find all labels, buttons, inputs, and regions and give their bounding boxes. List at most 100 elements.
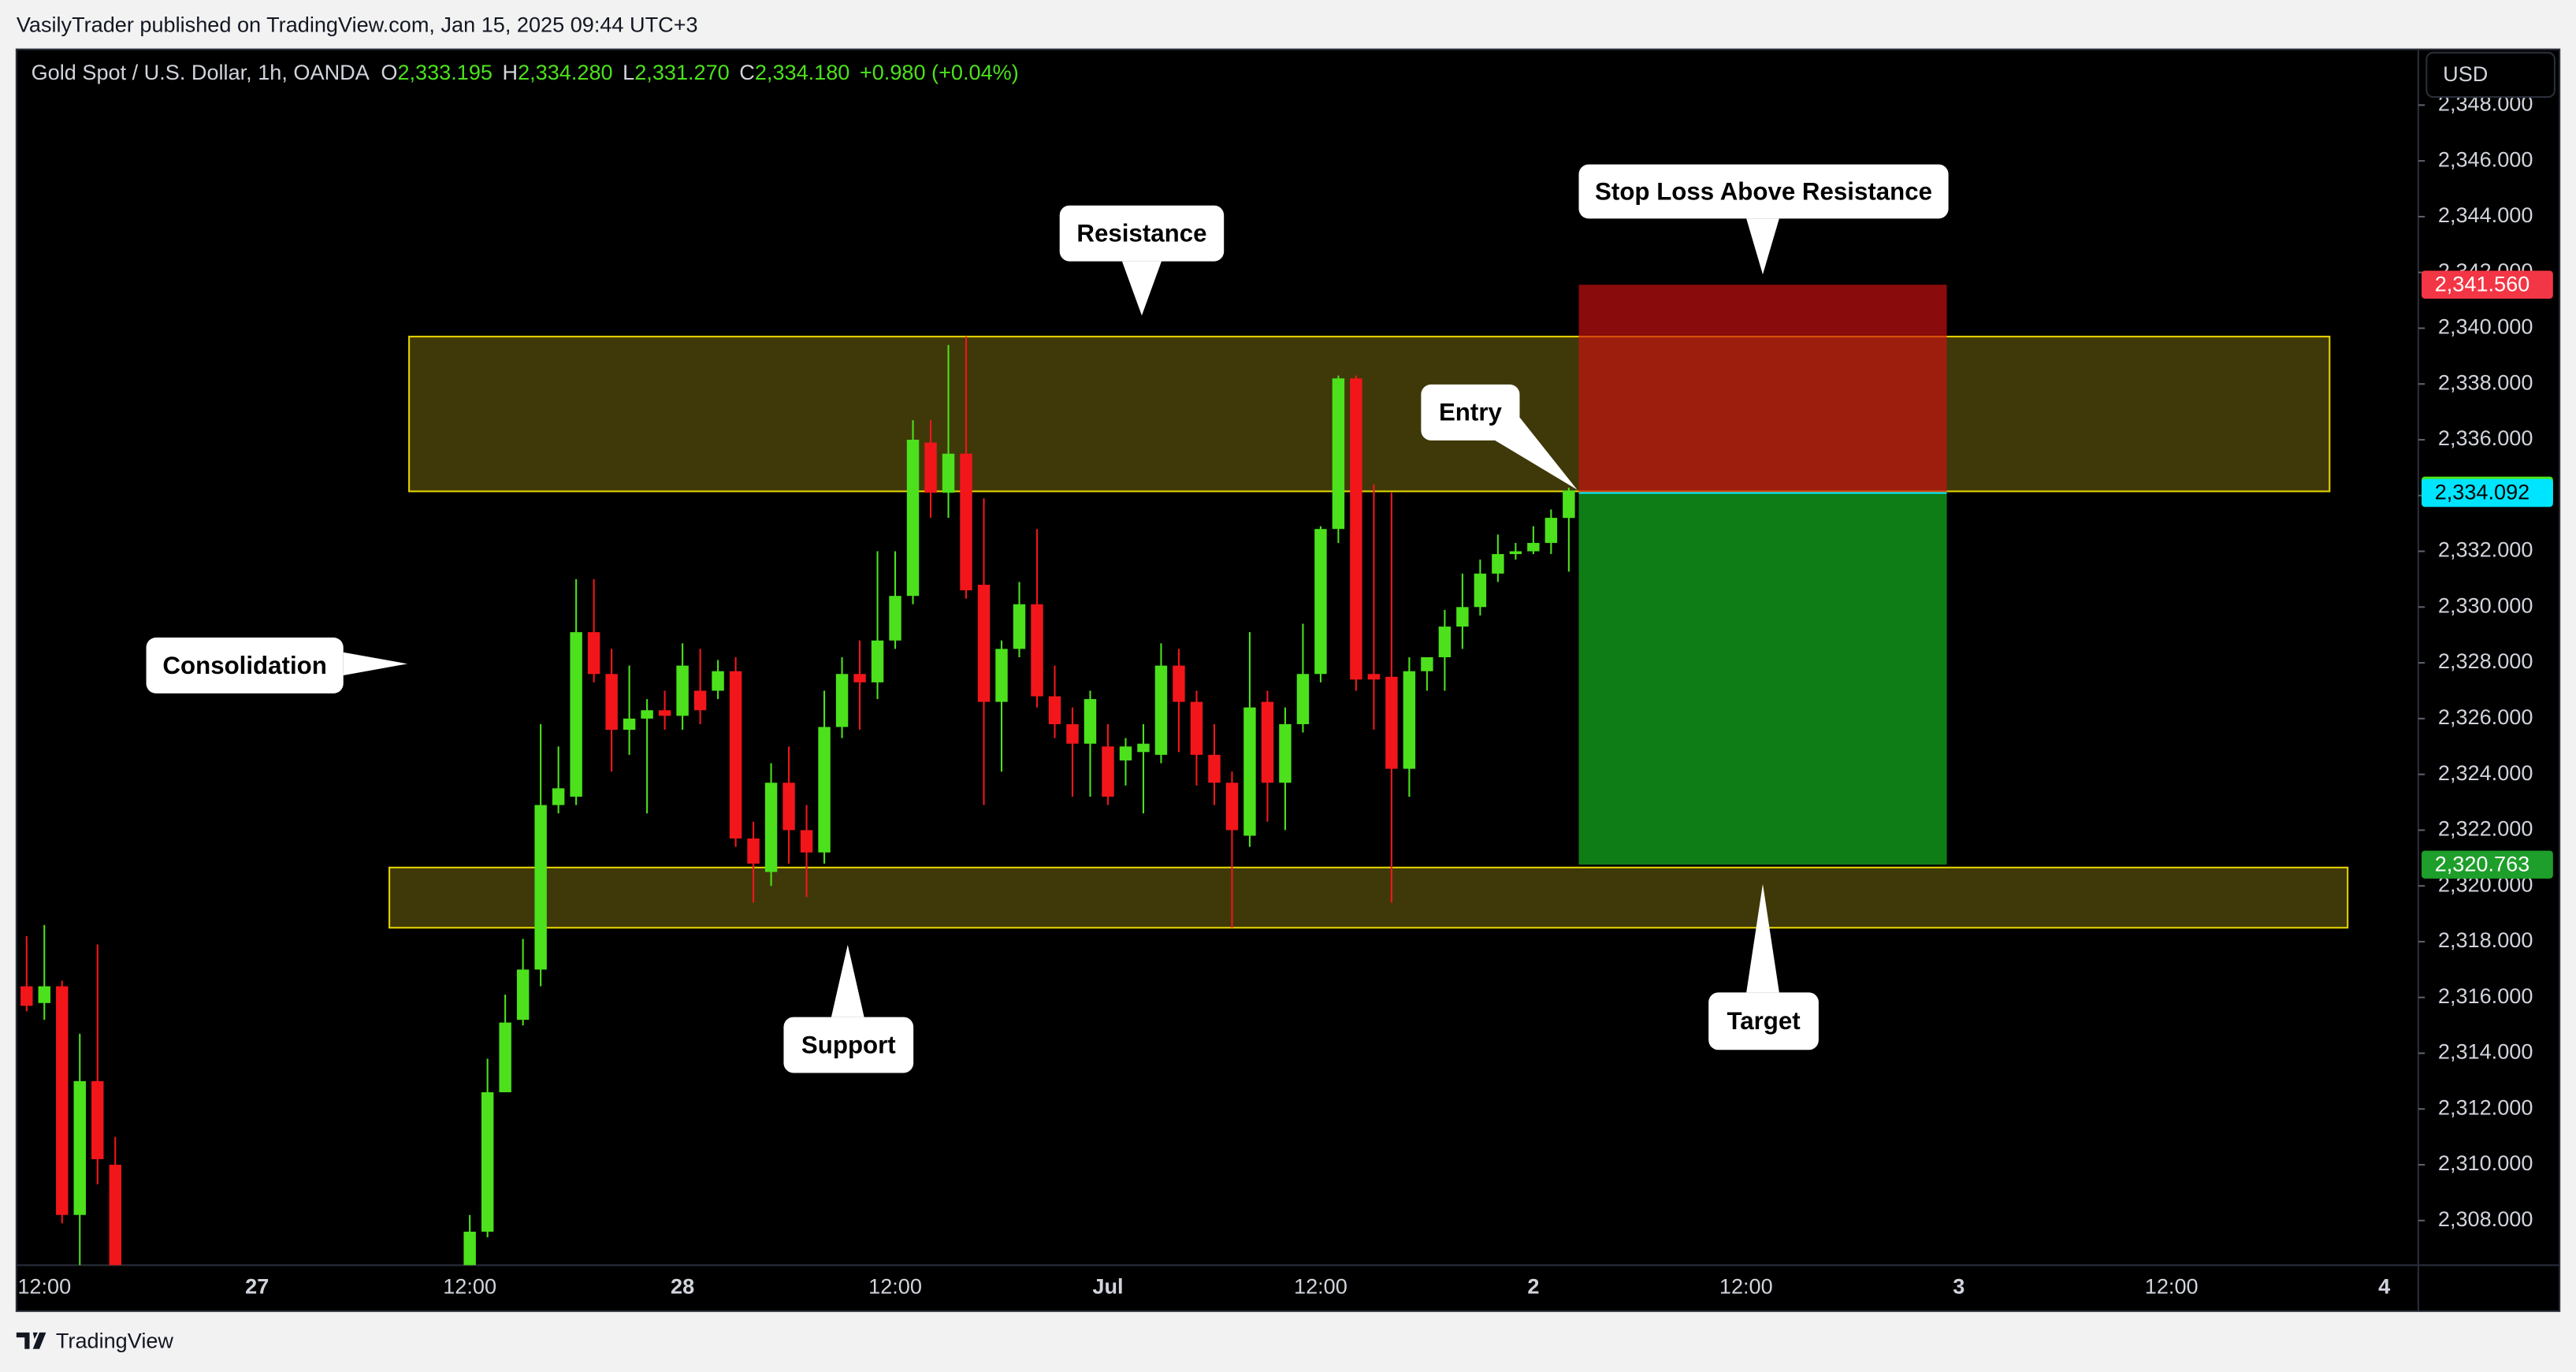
candle-body (1208, 754, 1221, 783)
symbol: Gold Spot / U.S. Dollar, 1h, OANDA (32, 60, 370, 84)
candle-body (1048, 696, 1061, 724)
callout-box (1708, 992, 1819, 1050)
candle-body (1403, 671, 1416, 769)
chart-panel (15, 48, 2561, 1312)
y-tick-label: 2,312.000 (2438, 1095, 2533, 1119)
y-tick-label: 2,336.000 (2438, 426, 2533, 450)
candle-body (1492, 554, 1504, 574)
price-label-box (2422, 478, 2553, 508)
brand: TradingView (16, 1329, 174, 1353)
candle-body (1013, 604, 1026, 649)
candle-body (995, 649, 1008, 702)
ohlc-key: L (623, 60, 634, 84)
price-label: 2,334.092 (2435, 480, 2530, 504)
candle-body (91, 1080, 104, 1159)
currency-label[interactable]: USD (2443, 61, 2488, 86)
y-tick-label: 2,310.000 (2438, 1151, 2533, 1175)
candle-body (499, 1022, 511, 1093)
candle-body (960, 453, 972, 591)
price-label: 2,341.560 (2435, 271, 2530, 296)
candle-body (1154, 665, 1168, 755)
target-region (1578, 493, 1947, 865)
y-tick-label: 2,308.000 (2438, 1207, 2533, 1231)
x-tick-label: 27 (245, 1274, 269, 1299)
candle-body (1350, 378, 1362, 680)
y-tick-label: 2,332.000 (2438, 537, 2533, 562)
callout-box (1578, 164, 1949, 219)
candle-body (534, 805, 547, 970)
candle-body (1261, 701, 1274, 783)
candle-body (463, 1231, 476, 1266)
candle-body (641, 710, 653, 719)
callout-box (783, 1017, 914, 1073)
candle-body (1031, 604, 1043, 697)
candle-body (853, 674, 866, 682)
candle-body (1332, 378, 1345, 530)
callout-pointer (1746, 218, 1779, 275)
ohlc-key: C (739, 60, 755, 84)
callout-label: Support (801, 1031, 896, 1058)
candle-body (605, 674, 618, 731)
candle-body (1563, 490, 1575, 519)
candle-body (1314, 529, 1327, 675)
candle-body (658, 710, 671, 716)
brand-logo (16, 1332, 46, 1349)
candle-body (56, 986, 69, 1215)
zone (388, 866, 2349, 929)
candle-body (889, 596, 901, 641)
candle-body (1296, 674, 1310, 724)
x-tick-label: 12:00 (1294, 1274, 1347, 1299)
y-tick-label: 2,338.000 (2438, 370, 2533, 394)
candle-body (906, 440, 920, 597)
ohlc-value: 2,334.280 (518, 60, 613, 84)
currency-button[interactable]: USD (2425, 51, 2556, 99)
price-label-box (2422, 850, 2553, 879)
callout-box (1421, 384, 1520, 441)
candle-body (516, 969, 530, 1021)
candle-body (782, 783, 795, 831)
candle-body (747, 838, 760, 864)
candle-body (1279, 723, 1292, 783)
x-tick-label: 12:00 (443, 1274, 496, 1299)
ohlc-key: H (503, 60, 519, 84)
callout-pointer (343, 652, 408, 675)
candle-body (587, 632, 600, 675)
x-tick-label: 12:00 (868, 1274, 922, 1299)
candle-body (1421, 657, 1433, 671)
currency-button-box[interactable] (2425, 51, 2556, 99)
callout-label: Stop Loss Above Resistance (1595, 177, 1932, 205)
candle-body (764, 783, 778, 872)
price-label: 2,320.763 (2435, 851, 2530, 876)
candle-body (570, 632, 582, 797)
ohlc-value: 2,334.180 (755, 60, 850, 84)
candle-body (1367, 674, 1381, 680)
candle-body (481, 1092, 494, 1232)
candle-body (977, 585, 991, 702)
candle-body (38, 986, 50, 1003)
callout-label: Consolidation (162, 652, 326, 679)
candle-body (552, 788, 565, 805)
candle-body (1456, 607, 1469, 627)
candle-body (871, 640, 884, 682)
candle-body (1544, 518, 1558, 543)
x-tick-label: 28 (671, 1274, 694, 1299)
callout-label: Resistance (1076, 219, 1206, 247)
candle-body (1474, 573, 1487, 608)
ohlc-value: 2,331.270 (634, 60, 730, 84)
candle-body (712, 671, 724, 691)
candle-body (1509, 551, 1522, 555)
candle-body (1137, 743, 1150, 753)
candle-body (623, 718, 636, 731)
x-tick-label: 12:00 (1719, 1274, 1773, 1299)
change: +0.980 (+0.04%) (860, 60, 1019, 84)
zone (408, 336, 2331, 493)
stop-region (1578, 284, 1947, 493)
brand-name: TradingView (56, 1329, 174, 1353)
y-tick-label: 2,330.000 (2438, 593, 2533, 617)
y-tick-label: 2,344.000 (2438, 203, 2533, 227)
x-tick-label: 12:00 (17, 1274, 71, 1299)
callout-pointer (1746, 883, 1779, 993)
candle-body (109, 1165, 121, 1266)
ohlc-key: O (381, 60, 397, 84)
